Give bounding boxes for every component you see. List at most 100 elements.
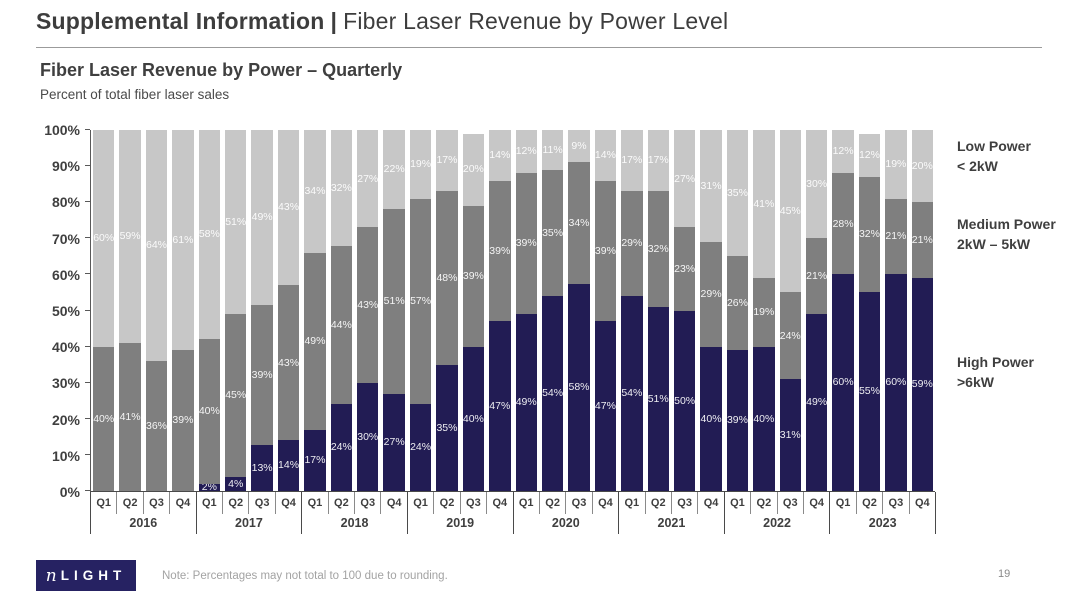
bar-segment-label: 39%: [515, 237, 537, 250]
x-axis-quarter-row: Q1 Q2 Q3 Q4: [619, 492, 724, 514]
bar-segment: 39%: [594, 180, 617, 322]
bar-segment-label: 64%: [146, 239, 168, 252]
bar-segment: 21%: [885, 198, 907, 275]
x-axis-year-group: Q1 Q2 Q3 Q4 2018: [301, 492, 407, 534]
nlight-logo: n LIGHT: [36, 560, 136, 591]
x-axis-year-group: Q1 Q2 Q3 Q4 2020: [512, 492, 619, 534]
bar-segment: 49%: [805, 314, 828, 491]
bar-segment: 60%: [832, 274, 854, 491]
bar-segment: 39%: [726, 350, 749, 491]
bar-segment: 17%: [304, 429, 326, 491]
y-tick-mark: [85, 201, 90, 203]
bar-segment-label: 14%: [278, 459, 300, 472]
bar-segment-label: 40%: [198, 405, 220, 418]
bar-segment: 32%: [647, 191, 669, 307]
bar-segment-label: 58%: [568, 381, 590, 394]
bar-2017-Q4: 14% 43% 43%: [277, 130, 300, 491]
x-axis-quarter-row: Q1 Q2 Q3 Q4: [91, 492, 196, 514]
bar-segment-label: 39%: [172, 414, 194, 427]
bar-segment-label: 39%: [251, 368, 273, 381]
bar-segment: 48%: [436, 191, 458, 365]
bar-segment: 17%: [621, 130, 643, 192]
x-axis-quarter-label: Q1: [307, 497, 323, 509]
bar-2022-Q1: 39% 26% 35%: [726, 130, 749, 491]
bar-segment-label: 14%: [594, 149, 616, 162]
bar-segment-label: 19%: [753, 306, 775, 319]
bar-2018-Q1: 17% 49% 34%: [304, 130, 326, 491]
bar-segment-label: 51%: [647, 392, 669, 405]
x-axis-year-label: 2022: [763, 516, 791, 530]
bar-segment: 12%: [858, 133, 881, 177]
bar-segment: 39%: [172, 350, 194, 491]
bar-segment: 54%: [541, 296, 564, 491]
x-axis-quarter-label: Q1: [413, 497, 428, 509]
y-tick-label: 90%: [51, 158, 80, 175]
legend: Low Power < 2kW Medium Power 2kW – 5kW High …: [957, 130, 1075, 492]
bar-segment-label: 14%: [489, 149, 511, 162]
y-tick-mark: [85, 381, 90, 383]
x-axis-quarter-label: Q2: [116, 492, 142, 514]
bar-2016-Q3: 36% 64%: [145, 130, 168, 491]
bar-segment-label: 49%: [304, 334, 326, 347]
x-axis-quarter-label: Q1: [96, 497, 112, 509]
bar-segment-label: 32%: [647, 242, 669, 255]
page-title-bold: Supplemental Information: [36, 8, 325, 34]
bar-segment: 60%: [885, 274, 907, 491]
bar-2021-Q1: 54% 29% 17%: [621, 130, 643, 491]
bar-segment-label: 30%: [357, 430, 379, 443]
bar-segment-label: 36%: [146, 419, 168, 432]
bar-segment: 49%: [304, 252, 326, 430]
bar-2023-Q2: 55% 32% 12%: [858, 130, 881, 491]
bar-segment-label: 41%: [119, 410, 141, 423]
bar-segment-label: 39%: [726, 414, 748, 427]
bar-segment-label: 17%: [621, 154, 643, 167]
bar-segment-label: 35%: [726, 186, 748, 199]
bar-segment: 34%: [568, 162, 590, 284]
bar-segment: 40%: [198, 339, 221, 484]
y-tick-mark: [85, 490, 90, 491]
bar-2020-Q2: 54% 35% 11%: [541, 130, 564, 491]
bar-segment-label: 58%: [198, 228, 220, 241]
bar-segment: 41%: [753, 130, 775, 279]
x-axis-quarter-label: Q2: [855, 492, 882, 514]
y-tick-label: 70%: [51, 230, 80, 247]
bar-2017-Q2: 4% 45% 51%: [225, 130, 247, 491]
bar-segment: 64%: [145, 130, 168, 362]
x-axis-year-label: 2019: [446, 516, 475, 530]
y-tick-label: 30%: [51, 375, 80, 392]
bar-segment-label: 2%: [201, 481, 217, 494]
bar-2019-Q4: 47% 39% 14%: [489, 130, 511, 491]
bar-segment-label: 28%: [832, 217, 854, 230]
bar-2017-Q1: 2% 40% 58%: [198, 130, 221, 494]
bar-segment: 40%: [462, 346, 485, 491]
x-axis-year-group: Q1 Q2 Q3 Q4 2017: [195, 492, 302, 534]
page-title-rest: Fiber Laser Revenue by Power Level: [343, 8, 729, 34]
x-axis-quarter-row: Q1 Q2 Q3 Q4: [302, 492, 407, 514]
legend-item: High Power >6kW: [957, 352, 1034, 393]
x-axis-quarter-row: Q1 Q2 Q3 Q4: [197, 492, 302, 514]
y-tick-label: 60%: [51, 266, 80, 283]
bar-segment: 23%: [673, 227, 696, 311]
bar-segment-label: 60%: [832, 376, 854, 389]
bar-segment: 39%: [462, 205, 485, 347]
bar-segment: 4%: [225, 476, 247, 491]
chart-subtitle: Percent of total fiber laser sales: [40, 87, 230, 102]
y-tick-mark: [85, 453, 90, 455]
bar-segment: 58%: [198, 130, 221, 340]
y-tick-label: 0%: [59, 484, 80, 500]
bar-segment: 20%: [462, 133, 485, 206]
x-axis-quarter-label: Q2: [327, 492, 354, 514]
bar-segment-label: 40%: [753, 412, 775, 425]
bar-segment: 40%: [93, 346, 115, 491]
x-axis-quarter-row: Q1 Q2 Q3 Q4: [830, 492, 935, 514]
bar-segment: 24%: [779, 292, 801, 380]
bar-segment-label: 50%: [674, 394, 696, 407]
bar-segment-label: 21%: [911, 233, 933, 246]
bar-segment: 59%: [119, 130, 141, 343]
x-axis-quarter-label: Q3: [142, 492, 169, 514]
bar-2017-Q3: 13% 39% 49%: [251, 129, 273, 491]
bar-segment-label: 39%: [462, 269, 484, 282]
bar-segment: 35%: [726, 130, 749, 257]
x-axis-year-label: 2016: [129, 516, 158, 530]
